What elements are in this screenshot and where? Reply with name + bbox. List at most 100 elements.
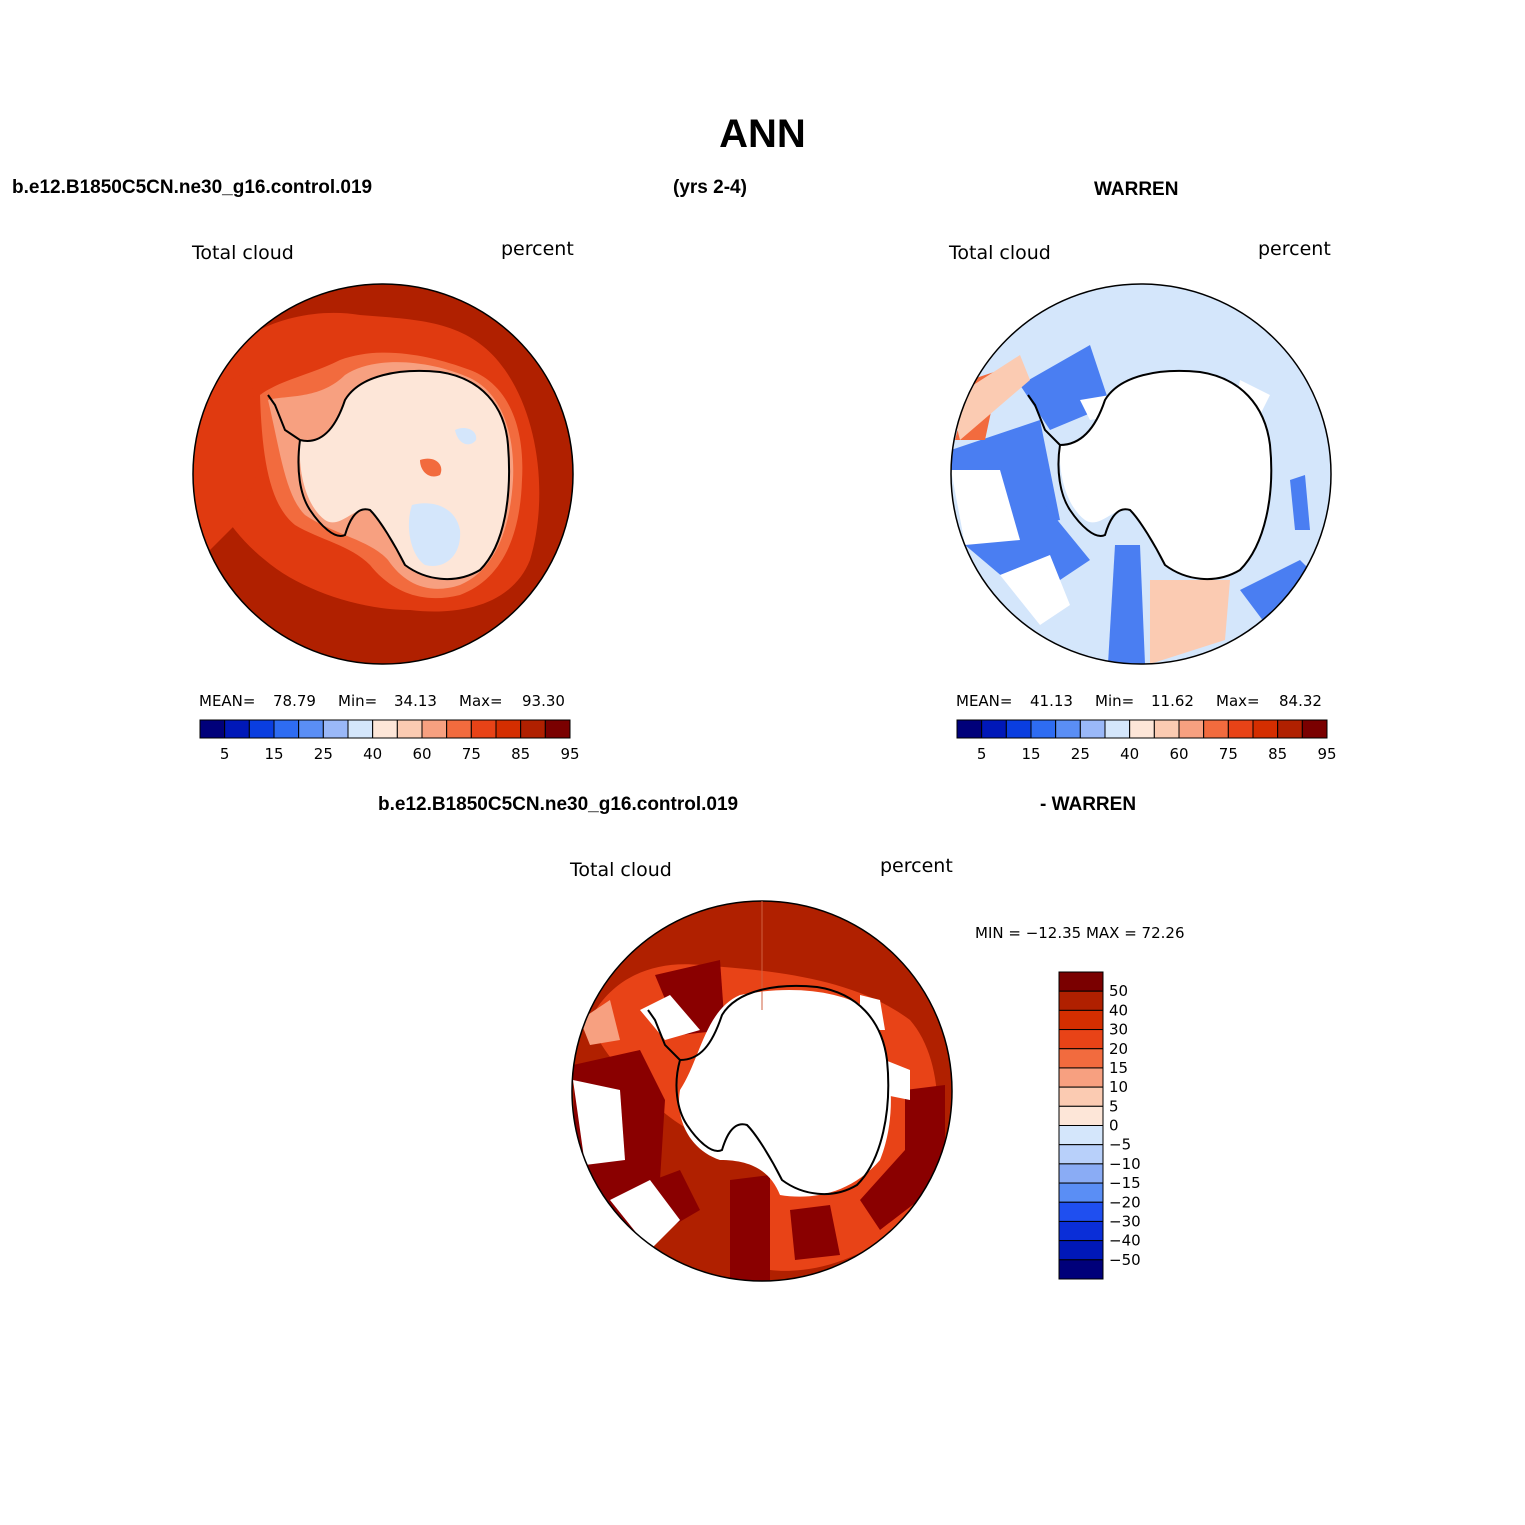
diff-colorbar-box: [1058, 1182, 1104, 1203]
model-colorbar: 5 15 25 40 60 75 85 95: [199, 719, 580, 763]
diff-colorbar-box: [1058, 1259, 1104, 1280]
model-colorbar-tick-label: 85: [511, 745, 530, 763]
diff-colorbar-box: [1058, 1163, 1104, 1184]
diff-white-east: [885, 1060, 910, 1100]
diff-colorbar-box: [1058, 990, 1104, 1011]
obs-blue-sector-east: [1290, 475, 1310, 530]
model-colorbar-box: [372, 719, 398, 739]
obs-white-missing-west: [951, 470, 1020, 545]
obs-colorbar: 5 15 25 40 60 75 85 95: [956, 719, 1337, 763]
obs-coastline: [1027, 369, 1273, 581]
diff-coastline: [647, 984, 890, 1196]
diff-white-southwest: [610, 1180, 680, 1250]
obs-colorbar-tick-label: 15: [1021, 745, 1040, 763]
model-units-label: percent: [501, 238, 574, 260]
model-land-blue-patch: [408, 503, 461, 566]
diff-colorbar-label: 5: [1109, 1097, 1119, 1115]
model-colorbar-tick-label: 75: [462, 745, 481, 763]
obs-colorbar-box: [1301, 719, 1328, 739]
diff-colorbar-box: [1058, 1240, 1104, 1261]
model-colorbar-box: [520, 719, 546, 739]
diff-colorbar-label: 40: [1109, 1001, 1128, 1019]
model-land-orange-patch: [420, 458, 442, 477]
obs-colorbar-tick-label: 85: [1268, 745, 1287, 763]
diff-colorbar-label: −5: [1109, 1136, 1131, 1154]
obs-colorbar-tick-label: 60: [1169, 745, 1188, 763]
model-colorbar-tick-label: 25: [314, 745, 333, 763]
model-colorbar-tick-label: 15: [264, 745, 283, 763]
obs-blue-sector-southwest: [965, 505, 1090, 600]
diff-colorbar-label: 30: [1109, 1021, 1128, 1039]
model-colorbar-box: [421, 719, 448, 739]
model-mean-value: 78.79: [273, 692, 316, 710]
obs-white-missing-southwest: [1000, 555, 1070, 625]
diff-colorbar-box: [1058, 1029, 1104, 1050]
diff-colorbar-label: 10: [1109, 1078, 1128, 1096]
diff-colorbar-label: 50: [1109, 982, 1128, 1000]
diff-colorbar-box: [1058, 1067, 1104, 1088]
model-colorbar-tick-label: 60: [412, 745, 431, 763]
obs-colorbar-box: [1277, 719, 1303, 739]
obs-variable-label: Total cloud: [949, 242, 1051, 264]
obs-map-border: [950, 283, 1332, 665]
model-max-value: 93.30: [522, 692, 565, 710]
obs-name-header: WARREN: [1094, 179, 1179, 200]
model-colorbar-box: [470, 719, 497, 739]
model-colorbar-tick-label: 95: [560, 745, 579, 763]
diff-case-name-header: b.e12.B1850C5CN.ne30_g16.control.019: [378, 794, 739, 815]
diff-colorbar-box: [1058, 1048, 1104, 1069]
main-title: ANN: [719, 112, 806, 156]
diff-colorbar-label: 20: [1109, 1040, 1128, 1058]
diff-colorbar-box: [1058, 1009, 1104, 1031]
obs-colorbar-box: [1178, 719, 1205, 739]
model-mean-label: MEAN=: [199, 692, 256, 710]
obs-colorbar-tick-label: 75: [1219, 745, 1238, 763]
obs-pink-sector-south: [1150, 580, 1230, 664]
diff-dark-southeast: [790, 1205, 840, 1260]
model-colorbar-box: [446, 719, 472, 739]
obs-max-label: Max=: [1216, 692, 1260, 710]
model-colorbar-box: [322, 719, 349, 739]
diff-colorbar-label: −20: [1109, 1193, 1141, 1211]
diff-colorbar-box: [1058, 1105, 1104, 1126]
model-min-value: 34.13: [394, 692, 437, 710]
diff-colorbar-label: −40: [1109, 1232, 1141, 1250]
model-colorbar-box: [347, 719, 374, 739]
model-min-label: Min=: [338, 692, 378, 710]
model-colorbar-tick-label: 5: [220, 745, 230, 763]
obs-map: [951, 284, 1331, 664]
obs-colorbar-tick-label: 5: [977, 745, 987, 763]
obs-colorbar-box: [1252, 719, 1279, 739]
model-colorbar-box: [224, 719, 250, 739]
model-land-blue-patch-2: [455, 428, 477, 445]
diff-light-northwest: [580, 1000, 620, 1045]
obs-colorbar-box: [1104, 719, 1131, 739]
obs-colorbar-box: [1030, 719, 1057, 739]
diff-colorbar-label: −30: [1109, 1212, 1141, 1230]
model-map-border: [192, 283, 574, 665]
obs-mean-value: 41.13: [1030, 692, 1073, 710]
diff-colorbar-label: 15: [1109, 1059, 1128, 1077]
model-colorbar-box: [298, 719, 324, 739]
obs-colorbar-box: [956, 719, 983, 739]
model-colorbar-tick-label: 40: [363, 745, 382, 763]
obs-land-white: [1059, 370, 1272, 580]
obs-pink-sector: [951, 355, 1030, 440]
diff-colorbar-label: −15: [1109, 1174, 1141, 1192]
obs-colorbar-box: [1129, 719, 1155, 739]
diff-white-north: [640, 995, 700, 1040]
obs-blue-sector-south: [1108, 545, 1145, 664]
obs-units-label: percent: [1258, 238, 1331, 260]
obs-colorbar-box: [1005, 719, 1032, 739]
model-colorbar-box: [544, 719, 571, 739]
model-colorbar-box: [495, 719, 522, 739]
diff-colorbar-label: 0: [1109, 1117, 1119, 1135]
case-name-header: b.e12.B1850C5CN.ne30_g16.control.019: [12, 177, 373, 198]
obs-colorbar-tick-label: 95: [1317, 745, 1336, 763]
model-colorbar-box: [199, 719, 226, 739]
obs-colorbar-box: [1227, 719, 1254, 739]
diff-white-inner: [679, 990, 891, 1197]
obs-colorbar-tick-label: 40: [1120, 745, 1139, 763]
